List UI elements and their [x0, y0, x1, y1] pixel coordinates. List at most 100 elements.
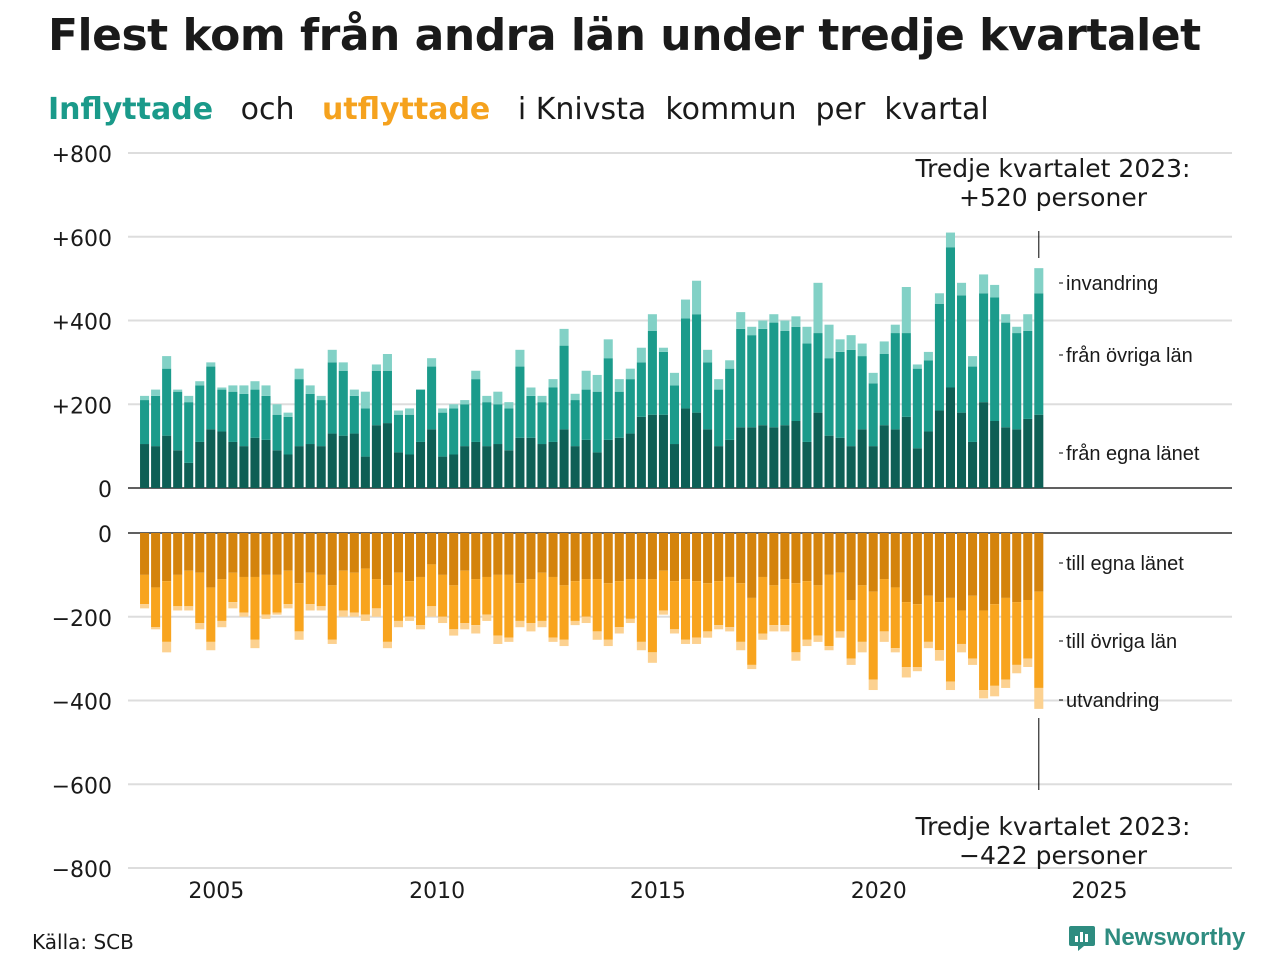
bar-immigration — [813, 282, 823, 334]
bar-out-other-counties — [614, 581, 624, 628]
bar-in-own-county — [526, 437, 536, 488]
chart-title: Flest kom från andra län under tredje kv… — [48, 10, 1201, 61]
bar-immigration — [162, 356, 172, 369]
bar-out-own-county — [338, 533, 348, 571]
bar-out-own-county — [559, 533, 569, 586]
bar-out-own-county — [703, 533, 713, 584]
bar-immigration — [647, 314, 657, 331]
bar-out-other-counties — [460, 570, 470, 624]
brand-name: Newsworthy — [1104, 924, 1246, 951]
bar-immigration — [879, 341, 889, 354]
bar-immigration — [427, 358, 437, 367]
bar-out-own-county — [846, 533, 856, 600]
bar-immigration — [360, 391, 370, 409]
bar-out-other-counties — [1034, 591, 1044, 688]
bar-in-other-counties — [614, 391, 624, 438]
bar-out-own-county — [824, 533, 834, 575]
bar-emigration — [1034, 687, 1044, 709]
bar-in-own-county — [747, 427, 757, 488]
bar-emigration — [184, 606, 194, 611]
bar-out-own-county — [857, 533, 867, 586]
bar-in-other-counties — [184, 402, 194, 463]
bar-in-own-county — [1012, 429, 1022, 488]
bar-immigration — [769, 314, 779, 323]
bar-emigration — [769, 625, 779, 632]
bar-out-own-county — [736, 533, 746, 584]
bar-in-other-counties — [703, 362, 713, 430]
bar-out-own-county — [382, 533, 392, 586]
legend-out-other-counties: till övriga län — [1066, 631, 1177, 653]
bar-immigration — [725, 360, 735, 369]
bar-in-own-county — [1023, 418, 1033, 488]
bar-in-other-counties — [404, 414, 415, 455]
bar-in-own-county — [614, 437, 624, 488]
bar-out-other-counties — [305, 572, 315, 605]
bar-in-own-county — [404, 454, 415, 488]
bar-emigration — [747, 664, 757, 670]
bar-in-own-county — [427, 429, 437, 488]
bar-in-own-county — [603, 439, 613, 488]
bar-in-other-counties — [206, 366, 216, 430]
bar-out-own-county — [714, 533, 724, 582]
bar-in-other-counties — [471, 379, 481, 442]
bar-out-own-county — [1023, 533, 1033, 600]
bar-immigration — [658, 347, 668, 352]
bar-immigration — [504, 402, 514, 409]
bar-out-other-counties — [404, 581, 415, 617]
bar-emigration — [1023, 658, 1033, 667]
bar-out-other-counties — [846, 600, 856, 659]
bar-immigration — [603, 339, 613, 359]
bar-out-own-county — [603, 533, 613, 584]
bar-emigration — [173, 606, 183, 611]
bar-out-other-counties — [857, 585, 867, 642]
bar-emigration — [658, 610, 668, 615]
bar-out-other-counties — [360, 568, 370, 615]
bar-in-own-county — [846, 446, 856, 488]
bar-in-own-county — [371, 425, 381, 488]
bar-in-other-counties — [338, 370, 348, 436]
bar-emigration — [493, 635, 503, 644]
bar-emigration — [294, 631, 304, 640]
bar-in-other-counties — [493, 404, 503, 445]
bar-immigration — [956, 282, 967, 296]
bar-immigration — [404, 408, 415, 415]
bar-in-own-county — [504, 450, 514, 488]
bar-immigration — [868, 372, 878, 384]
bar-emigration — [912, 667, 922, 672]
bar-immigration — [857, 343, 867, 357]
bar-in-own-county — [758, 425, 768, 488]
bar-immigration — [703, 349, 713, 363]
bar-immigration — [968, 356, 978, 367]
bar-immigration — [338, 362, 348, 371]
bar-out-own-county — [614, 533, 624, 582]
bar-immigration — [471, 370, 481, 380]
bar-emigration — [636, 641, 646, 651]
bar-immigration — [1023, 314, 1033, 331]
bar-out-other-counties — [945, 597, 956, 682]
bar-in-other-counties — [427, 366, 437, 430]
bar-out-own-county — [791, 533, 801, 584]
bar-in-own-county — [780, 425, 790, 488]
bar-emigration — [151, 627, 161, 630]
bar-in-own-county — [305, 444, 315, 488]
bar-in-own-county — [791, 421, 801, 488]
bar-immigration — [990, 284, 1000, 298]
bar-in-other-counties — [868, 383, 878, 447]
bar-emigration — [371, 608, 381, 617]
bar-immigration — [371, 364, 381, 371]
bar-in-other-counties — [173, 391, 183, 451]
bar-immigration — [482, 395, 492, 403]
bar-emigration — [283, 604, 293, 609]
bar-immigration — [449, 404, 459, 409]
bar-in-other-counties — [1012, 333, 1022, 430]
bar-out-own-county — [471, 533, 481, 580]
bar-immigration — [692, 280, 702, 315]
bar-in-own-county — [658, 414, 668, 488]
bar-in-other-counties — [1034, 293, 1044, 415]
bar-emigration — [680, 639, 691, 644]
bar-emigration — [449, 629, 459, 636]
bar-in-other-counties — [714, 389, 724, 447]
bar-out-other-counties — [802, 581, 812, 640]
bar-out-own-county — [184, 533, 194, 571]
